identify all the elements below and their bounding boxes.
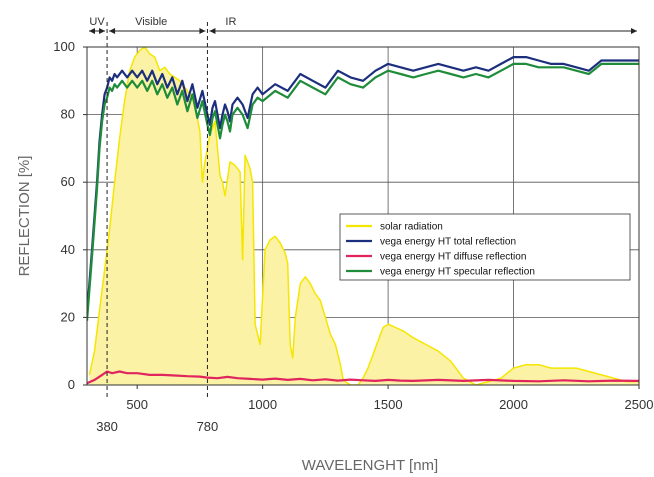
- x-band-tick-label: 380: [96, 419, 118, 434]
- y-tick-label: 20: [61, 309, 75, 324]
- series-area-0: [89, 47, 639, 385]
- x-axis-label: WAVELENGHT [nm]: [302, 457, 438, 474]
- series-line-1: [87, 56, 639, 315]
- legend-label: vega energy HT diffuse reflection: [380, 252, 526, 263]
- x-band-tick-label: 780: [197, 419, 219, 434]
- y-axis-label: REFLECTION [%]: [16, 156, 33, 277]
- series-line-0: [88, 47, 639, 385]
- x-tick-label: 1000: [248, 397, 277, 412]
- legend-label: vega energy HT specular reflection: [380, 267, 535, 278]
- legend-label: vega energy HT total reflection: [380, 237, 516, 248]
- band-arrowhead-left: [109, 28, 116, 34]
- x-tick-label: 500: [126, 397, 148, 412]
- y-tick-label: 0: [68, 377, 75, 392]
- band-arrowhead-left: [209, 28, 216, 34]
- band-label: Visible: [135, 16, 167, 28]
- band-arrowhead-right: [631, 28, 637, 34]
- legend-label: solar radiation: [380, 222, 443, 233]
- legend-box: [339, 213, 631, 281]
- y-tick-label: 60: [61, 174, 75, 189]
- series-line-3: [87, 62, 639, 321]
- series-layer: [87, 47, 639, 385]
- axis-ticks: 0 20 40 60 80 100 500 1000 1500 2000 2500 380 780: [53, 39, 653, 434]
- band-label: IR: [225, 16, 236, 28]
- spectral-bands: UV Visible IR: [89, 16, 637, 399]
- x-tick-label: 2000: [499, 397, 528, 412]
- x-tick-label: 2500: [625, 397, 654, 412]
- band-arrowhead-left: [89, 28, 95, 34]
- band-arrowhead-right: [99, 28, 106, 34]
- legend: solar radiation vega energy HT total refl…: [339, 213, 631, 281]
- y-tick-label: 80: [61, 107, 75, 122]
- x-tick-label: 1500: [374, 397, 403, 412]
- plot-frame: [86, 46, 640, 386]
- band-arrowhead-right: [199, 28, 206, 34]
- y-tick-label: 100: [53, 39, 75, 54]
- y-tick-label: 40: [61, 242, 75, 257]
- band-label: UV: [89, 16, 105, 28]
- series-line-2: [87, 370, 639, 385]
